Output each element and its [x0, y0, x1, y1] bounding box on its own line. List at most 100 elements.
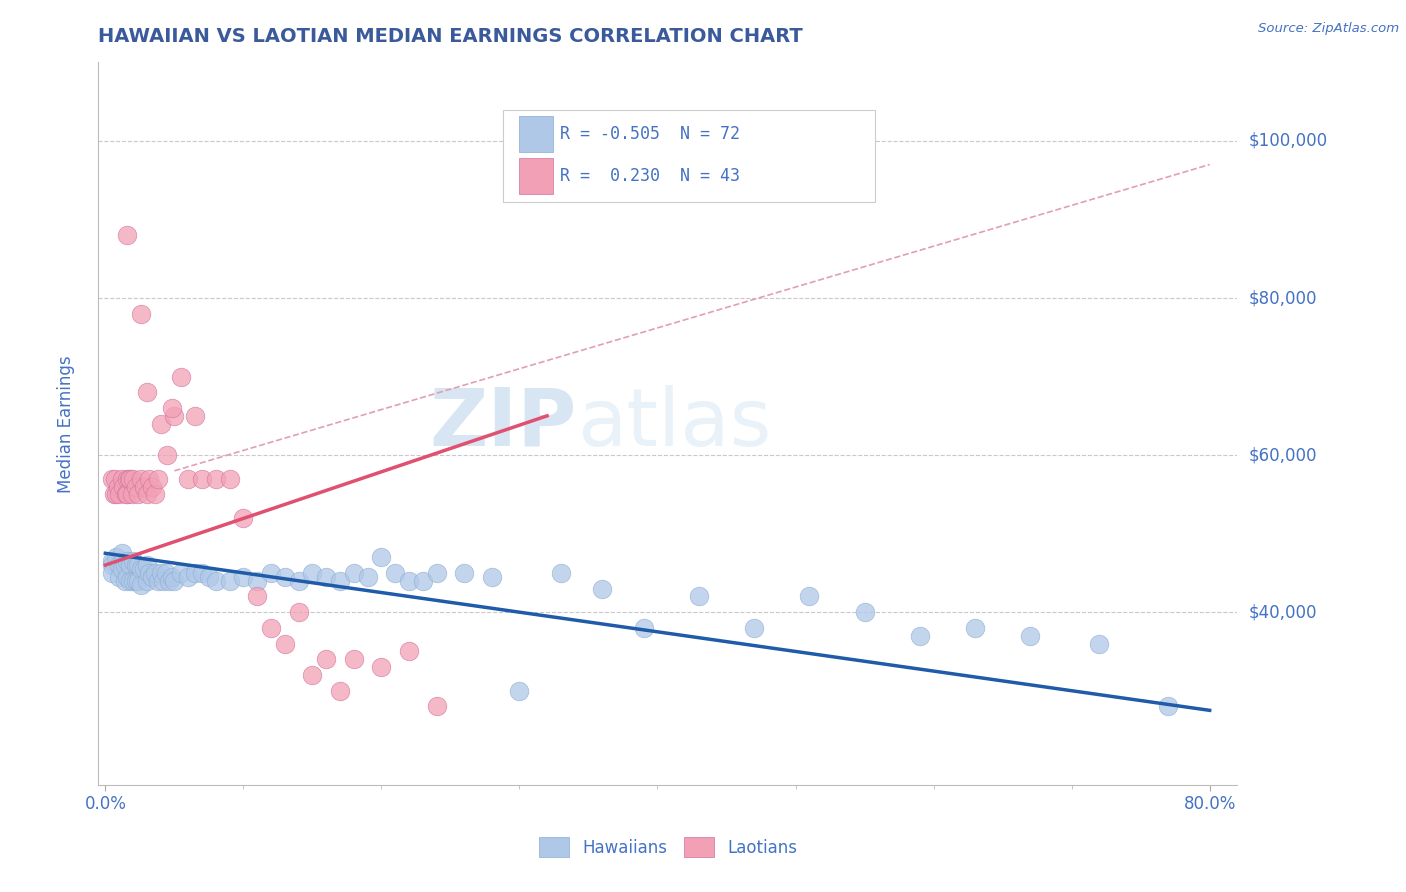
- Point: [125, 558, 148, 572]
- Point: [117, 472, 139, 486]
- Point: [301, 668, 323, 682]
- Point: [688, 590, 710, 604]
- Point: [204, 574, 226, 588]
- Point: [108, 558, 131, 572]
- Point: [315, 570, 337, 584]
- Point: [191, 472, 214, 486]
- Point: [163, 574, 186, 588]
- Point: [141, 570, 163, 584]
- Point: [103, 487, 125, 501]
- Point: [138, 566, 160, 580]
- Point: [129, 577, 152, 591]
- Point: [204, 472, 226, 486]
- Point: [329, 683, 352, 698]
- Point: [1019, 629, 1042, 643]
- Point: [111, 472, 134, 486]
- Point: [246, 590, 269, 604]
- Point: [177, 472, 200, 486]
- Point: [117, 487, 139, 501]
- Point: [108, 487, 131, 501]
- Point: [117, 570, 139, 584]
- Point: [117, 554, 139, 568]
- Point: [301, 566, 323, 580]
- Point: [105, 550, 128, 565]
- Point: [1088, 637, 1111, 651]
- Text: $80,000: $80,000: [1249, 289, 1317, 307]
- Point: [163, 409, 186, 423]
- Point: [191, 566, 214, 580]
- Point: [232, 570, 254, 584]
- Point: [143, 566, 166, 580]
- Point: [104, 472, 127, 486]
- Text: $60,000: $60,000: [1249, 446, 1317, 464]
- Point: [963, 621, 986, 635]
- Point: [246, 574, 269, 588]
- Point: [120, 574, 142, 588]
- Point: [114, 574, 136, 588]
- Point: [120, 558, 142, 572]
- Point: [135, 385, 157, 400]
- Point: [127, 574, 149, 588]
- Point: [412, 574, 434, 588]
- Point: [138, 472, 160, 486]
- Text: R = -0.505  N = 72: R = -0.505 N = 72: [560, 125, 740, 143]
- Point: [107, 479, 129, 493]
- Point: [111, 546, 134, 560]
- Point: [218, 574, 240, 588]
- Point: [129, 472, 152, 486]
- Point: [132, 562, 155, 576]
- Point: [125, 479, 148, 493]
- Point: [260, 566, 283, 580]
- Point: [127, 558, 149, 572]
- Point: [198, 570, 221, 584]
- Point: [370, 550, 392, 565]
- Point: [177, 570, 200, 584]
- Point: [853, 605, 876, 619]
- Point: [260, 621, 283, 635]
- Point: [908, 629, 931, 643]
- Point: [398, 574, 420, 588]
- Point: [149, 417, 172, 431]
- Point: [274, 570, 297, 584]
- Point: [398, 644, 420, 658]
- Text: HAWAIIAN VS LAOTIAN MEDIAN EARNINGS CORRELATION CHART: HAWAIIAN VS LAOTIAN MEDIAN EARNINGS CORR…: [98, 27, 803, 45]
- Point: [122, 554, 145, 568]
- Point: [129, 562, 152, 576]
- Point: [105, 487, 128, 501]
- Point: [799, 590, 821, 604]
- Point: [149, 566, 172, 580]
- Point: [591, 582, 613, 596]
- Text: R =  0.230  N = 43: R = 0.230 N = 43: [560, 167, 740, 185]
- Point: [122, 574, 145, 588]
- Point: [129, 307, 152, 321]
- Point: [287, 605, 309, 619]
- Point: [232, 511, 254, 525]
- Point: [125, 574, 148, 588]
- Point: [287, 574, 309, 588]
- Point: [146, 574, 169, 588]
- Point: [135, 558, 157, 572]
- Point: [127, 487, 149, 501]
- Point: [160, 401, 183, 415]
- Point: [633, 621, 655, 635]
- Point: [118, 472, 141, 486]
- Point: [170, 566, 193, 580]
- Point: [184, 566, 207, 580]
- Y-axis label: Median Earnings: Median Earnings: [56, 355, 75, 492]
- Point: [115, 487, 138, 501]
- Point: [108, 570, 131, 584]
- Point: [121, 487, 143, 501]
- Point: [426, 699, 449, 714]
- Point: [315, 652, 337, 666]
- Point: [101, 554, 124, 568]
- Point: [143, 487, 166, 501]
- Point: [218, 472, 240, 486]
- Text: $100,000: $100,000: [1249, 132, 1327, 150]
- Point: [120, 472, 142, 486]
- Point: [156, 448, 179, 462]
- Point: [329, 574, 352, 588]
- Point: [141, 479, 163, 493]
- Point: [122, 472, 145, 486]
- Point: [117, 228, 139, 243]
- Point: [170, 369, 193, 384]
